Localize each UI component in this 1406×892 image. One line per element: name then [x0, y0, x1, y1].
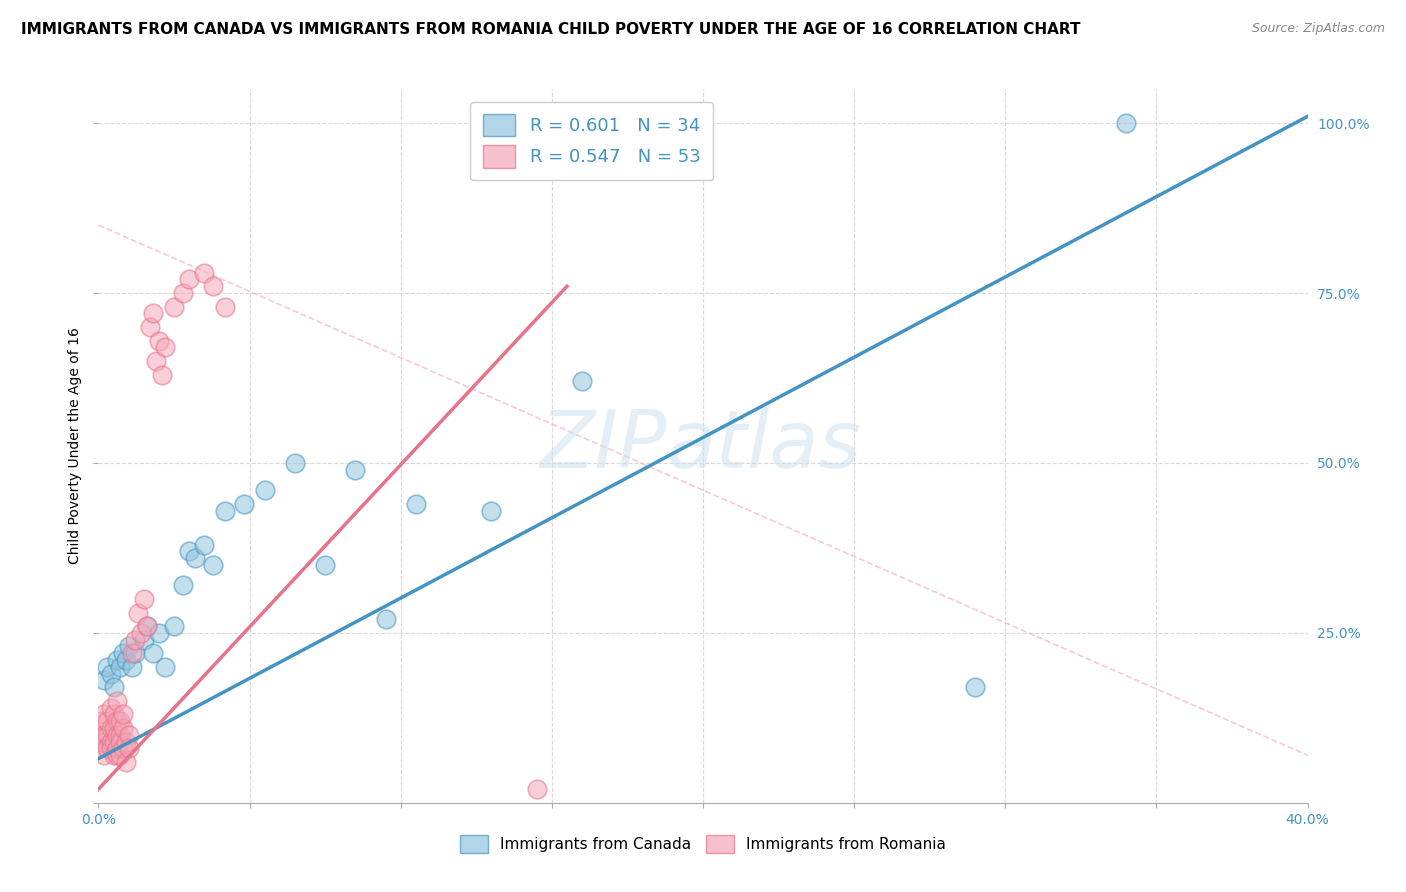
Text: Source: ZipAtlas.com: Source: ZipAtlas.com — [1251, 22, 1385, 36]
Point — [142, 646, 165, 660]
Point — [214, 300, 236, 314]
Point — [111, 646, 134, 660]
Point — [103, 734, 125, 748]
Text: atlas: atlas — [666, 407, 862, 485]
Point — [374, 612, 396, 626]
Point — [103, 707, 125, 722]
Y-axis label: Child Poverty Under the Age of 16: Child Poverty Under the Age of 16 — [69, 327, 83, 565]
Point — [103, 748, 125, 763]
Point — [105, 694, 128, 708]
Point — [405, 497, 427, 511]
Point — [481, 503, 503, 517]
Point — [108, 714, 131, 729]
Point — [153, 341, 176, 355]
Point — [135, 619, 157, 633]
Point — [105, 748, 128, 763]
Text: IMMIGRANTS FROM CANADA VS IMMIGRANTS FROM ROMANIA CHILD POVERTY UNDER THE AGE OF: IMMIGRANTS FROM CANADA VS IMMIGRANTS FRO… — [21, 22, 1081, 37]
Point — [135, 619, 157, 633]
Point — [90, 714, 112, 729]
Point — [184, 551, 207, 566]
Point — [93, 673, 115, 688]
Point — [100, 734, 122, 748]
Point — [253, 483, 276, 498]
Point — [90, 728, 112, 742]
Point — [93, 748, 115, 763]
Point — [96, 660, 118, 674]
Point — [121, 660, 143, 674]
Point — [114, 755, 136, 769]
Point — [232, 497, 254, 511]
Point — [118, 640, 141, 654]
Point — [105, 653, 128, 667]
Point — [103, 680, 125, 694]
Point — [108, 728, 131, 742]
Point — [100, 700, 122, 714]
Point — [108, 660, 131, 674]
Point — [103, 721, 125, 735]
Legend: Immigrants from Canada, Immigrants from Romania: Immigrants from Canada, Immigrants from … — [454, 829, 952, 859]
Point — [100, 666, 122, 681]
Point — [172, 286, 194, 301]
Point — [111, 707, 134, 722]
Point — [127, 606, 149, 620]
Text: ZIP: ZIP — [540, 407, 666, 485]
Point — [129, 626, 152, 640]
Point — [100, 721, 122, 735]
Point — [96, 741, 118, 756]
Point — [105, 728, 128, 742]
Point — [163, 300, 186, 314]
Point — [90, 741, 112, 756]
Point — [111, 741, 134, 756]
Point — [111, 721, 134, 735]
Point — [118, 728, 141, 742]
Point — [105, 714, 128, 729]
Point — [214, 503, 236, 517]
Point — [118, 741, 141, 756]
Point — [93, 707, 115, 722]
Point — [284, 456, 307, 470]
Point — [571, 375, 593, 389]
Point — [179, 544, 201, 558]
Point — [121, 646, 143, 660]
Point — [193, 266, 215, 280]
Point — [202, 558, 225, 572]
Point — [100, 741, 122, 756]
Point — [526, 782, 548, 797]
Point — [93, 728, 115, 742]
Point — [148, 334, 170, 348]
Point — [114, 734, 136, 748]
Point — [314, 558, 336, 572]
Point — [1115, 116, 1137, 130]
Point — [172, 578, 194, 592]
Point — [193, 537, 215, 551]
Point — [105, 741, 128, 756]
Point — [163, 619, 186, 633]
Point — [153, 660, 176, 674]
Point — [179, 272, 201, 286]
Point — [96, 714, 118, 729]
Point — [124, 646, 146, 660]
Point — [132, 591, 155, 606]
Point — [344, 463, 367, 477]
Point — [139, 320, 162, 334]
Point — [965, 680, 987, 694]
Point — [114, 653, 136, 667]
Point — [150, 368, 173, 382]
Point — [96, 728, 118, 742]
Point — [132, 632, 155, 647]
Point — [108, 734, 131, 748]
Point — [142, 306, 165, 320]
Point — [148, 626, 170, 640]
Point — [108, 748, 131, 763]
Point — [202, 279, 225, 293]
Point — [93, 734, 115, 748]
Point — [124, 632, 146, 647]
Point — [145, 354, 167, 368]
